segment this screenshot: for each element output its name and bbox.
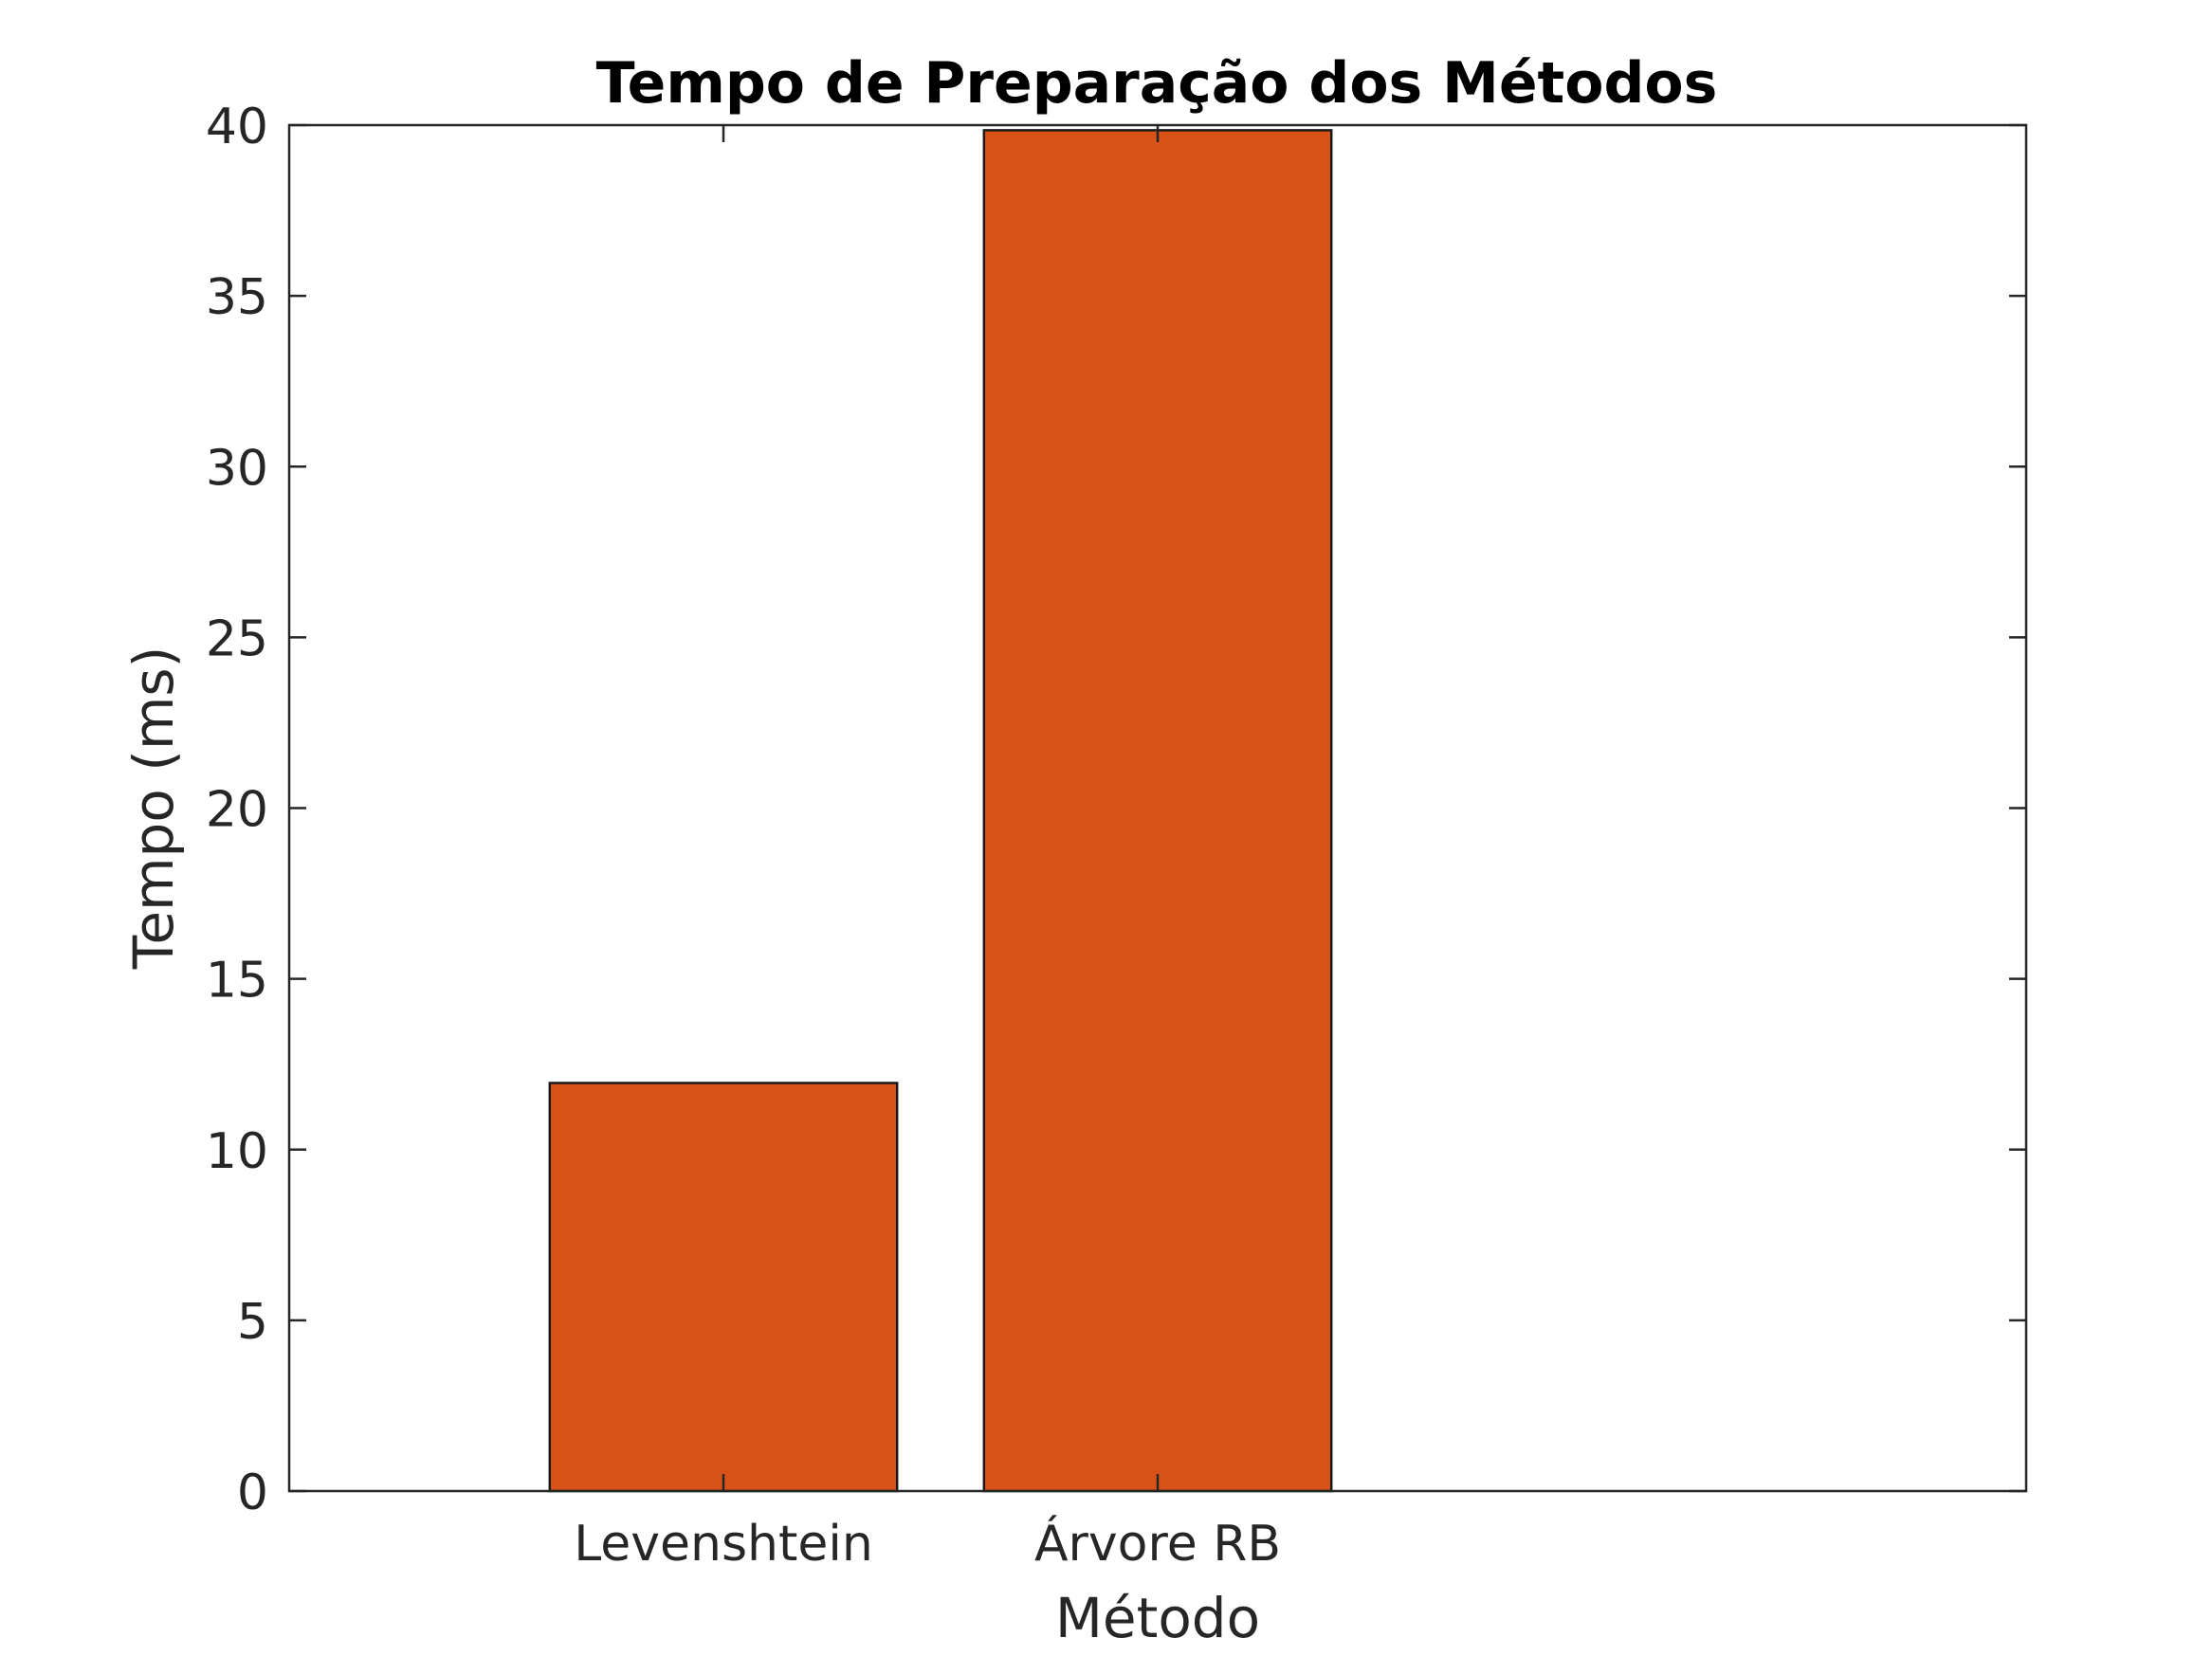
- x-tick-label-0: Levenshtein: [574, 1516, 873, 1573]
- y-tick-label-6: 30: [206, 440, 268, 497]
- x-tick-label-1: Árvore RB: [1034, 1515, 1281, 1573]
- y-tick-label-1: 5: [237, 1294, 268, 1351]
- y-tick-label-7: 35: [206, 269, 268, 326]
- y-tick-label-8: 40: [206, 99, 268, 155]
- x-axis-ticks: Levenshtein Árvore RB: [574, 125, 1281, 1573]
- y-axis-ticks: 0 5 10 15 20 25 30 35 40: [206, 99, 2026, 1521]
- x-axis-label: Método: [1055, 1586, 1260, 1650]
- y-tick-label-0: 0: [237, 1465, 268, 1521]
- bar-1: [982, 129, 1333, 1493]
- chart-title: Tempo de Preparação dos Métodos: [596, 50, 1718, 117]
- y-tick-label-4: 20: [206, 782, 268, 839]
- bar-0: [548, 1082, 899, 1493]
- bars-group: [548, 129, 1333, 1493]
- plot-frame: [287, 123, 2028, 1493]
- y-tick-label-5: 25: [206, 610, 268, 667]
- y-axis-label: Tempo (ms): [121, 646, 186, 970]
- y-tick-label-3: 15: [206, 953, 268, 1010]
- y-tick-label-2: 10: [206, 1123, 268, 1180]
